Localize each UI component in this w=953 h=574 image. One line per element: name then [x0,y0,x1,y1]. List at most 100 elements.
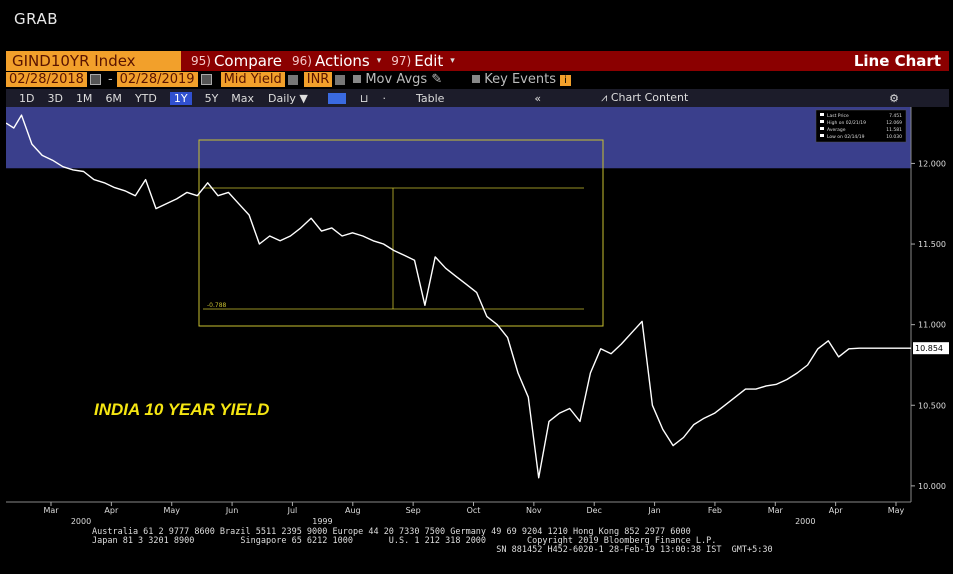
period-1d[interactable]: 1D [19,91,35,105]
mov-avgs-toggle[interactable]: Mov Avgs ✎ [353,72,442,87]
legend-box [815,109,907,143]
x-tick-label: Mar [43,506,59,515]
calendar-icon[interactable] [89,74,101,85]
legend-value: 11.581 [886,127,902,133]
legend-value: 7.451 [889,113,902,119]
chart-icon: ⩘ [601,91,611,104]
legend-value: 10.030 [886,134,902,140]
compare-num: 95) [191,54,211,68]
x-tick-label: Dec [586,506,601,515]
edit-label: Edit [414,52,444,70]
key-events-label: Key Events [484,72,556,87]
frequency-select[interactable]: Daily ▼ [268,91,308,105]
window-title: GRAB [14,10,58,28]
edit-num: 97) [391,54,412,68]
parameter-bar: 02/28/2018 - 02/28/2019 Mid Yield INR Mo… [6,71,949,88]
x-tick-label: Jul [287,506,298,515]
x-tick-label: Jan [647,506,660,515]
period-5y[interactable]: 5Y [204,91,219,105]
period-6m[interactable]: 6M [105,91,122,105]
chart-type-label: Line Chart [853,52,941,70]
checkbox-icon [472,75,481,83]
period-ytd[interactable]: YTD [134,91,157,105]
footer-line-3: SN 881452 H452-6020-1 28-Feb-19 13:00:38… [92,545,773,555]
frequency-label: Daily [268,91,296,105]
chart-content-button[interactable]: ⩘ Chart Content [601,91,688,105]
last-value-label: 10.854 [915,344,943,353]
dropdown-icon[interactable] [335,74,346,85]
y-tick-label: 10.000 [918,482,946,491]
x-tick-label: Aug [345,506,361,515]
range-bar: 1D 3D 1M 6M YTD 1Y 5Y Max Daily ▼ ⊔ · Ta… [6,89,949,107]
period-1m[interactable]: 1M [75,91,93,105]
ticker-field[interactable]: GIND10YR Index [6,51,181,71]
table-button[interactable]: Table [415,91,445,105]
mov-avgs-label: Mov Avgs [365,72,428,87]
currency-select[interactable]: INR [303,72,333,87]
x-tick-label: May [163,506,180,515]
key-events-toggle[interactable]: Key Events i [472,72,571,87]
chevron-down-icon: ▾ [376,56,382,66]
compare-button[interactable]: 95) Compare [191,52,282,70]
year-label: 2000 [795,517,815,526]
info-icon: i [559,75,571,86]
x-tick-label: Apr [104,506,119,515]
legend-swatch [820,127,824,130]
legend-swatch [820,113,824,116]
y-tick-label: 12.000 [918,159,946,168]
x-tick-label: Jun [225,506,239,515]
legend-label: Last Price [827,113,849,119]
footer-line-2: Japan 81 3 3201 8900 Singapore 65 6212 1… [92,536,717,546]
chart-content-label: Chart Content [610,91,689,104]
calendar-icon[interactable] [200,74,212,85]
period-1y[interactable]: 1Y [169,91,192,105]
legend-label: Average [827,127,846,133]
y-tick-label: 11.500 [918,240,946,249]
year-label: 1999 [312,517,332,526]
x-tick-label: Sep [406,506,421,515]
dropdown-icon[interactable] [287,74,298,85]
series-line [6,114,911,479]
annotation-box [198,139,604,327]
footer: Australia 61 2 9777 8600 Brazil 5511 239… [92,528,773,555]
x-tick-label: Feb [708,506,722,515]
x-tick-label: Oct [467,506,481,515]
compare-label: Compare [213,52,282,70]
period-3d[interactable]: 3D [47,91,63,105]
command-bar: GIND10YR Index 95) Compare 96) Actions ▾… [6,51,949,71]
x-tick-label: Mar [768,506,784,515]
highlight-band [6,107,911,169]
footer-line-1: Australia 61 2 9777 8600 Brazil 5511 239… [92,527,691,537]
line-chart-icon[interactable] [327,92,346,104]
end-date-field[interactable]: 02/28/2019 [116,72,198,87]
bar-chart-icon[interactable]: ⊔ [359,91,369,105]
actions-label: Actions [314,52,370,70]
annotation-label: -0.788 [207,302,227,309]
x-tick-label: Nov [526,506,542,515]
x-tick-label: Apr [829,506,844,515]
gear-icon[interactable]: ⚙ [889,91,899,105]
more-icon[interactable]: · [382,91,386,105]
x-tick-label: May [888,506,905,515]
legend-swatch [820,120,824,123]
last-value-badge [913,342,949,355]
line-chart: 12.000 11.500 11.000 10.500 10.000 Mar 2000 Apr… [6,107,949,526]
pencil-icon: ✎ [431,72,443,87]
year-label: 2000 [71,517,91,526]
start-date-field[interactable]: 02/28/2018 [6,72,87,87]
y-tick-label: 11.000 [918,321,946,330]
collapse-icon[interactable]: « [534,91,542,105]
legend-label: High on 02/21/19 [827,120,866,126]
actions-button[interactable]: 96) Actions ▾ [292,52,381,70]
edit-button[interactable]: 97) Edit ▾ [391,52,455,70]
field-select[interactable]: Mid Yield [220,72,285,87]
chevron-down-icon: ▾ [450,56,455,66]
actions-num: 96) [292,54,312,68]
legend-label: Low on 02/14/19 [827,134,865,140]
y-tick-label: 10.500 [918,401,946,410]
legend-value: 12.069 [886,120,902,126]
period-max[interactable]: Max [231,91,255,105]
checkbox-icon [353,75,362,83]
legend-swatch [820,134,824,137]
